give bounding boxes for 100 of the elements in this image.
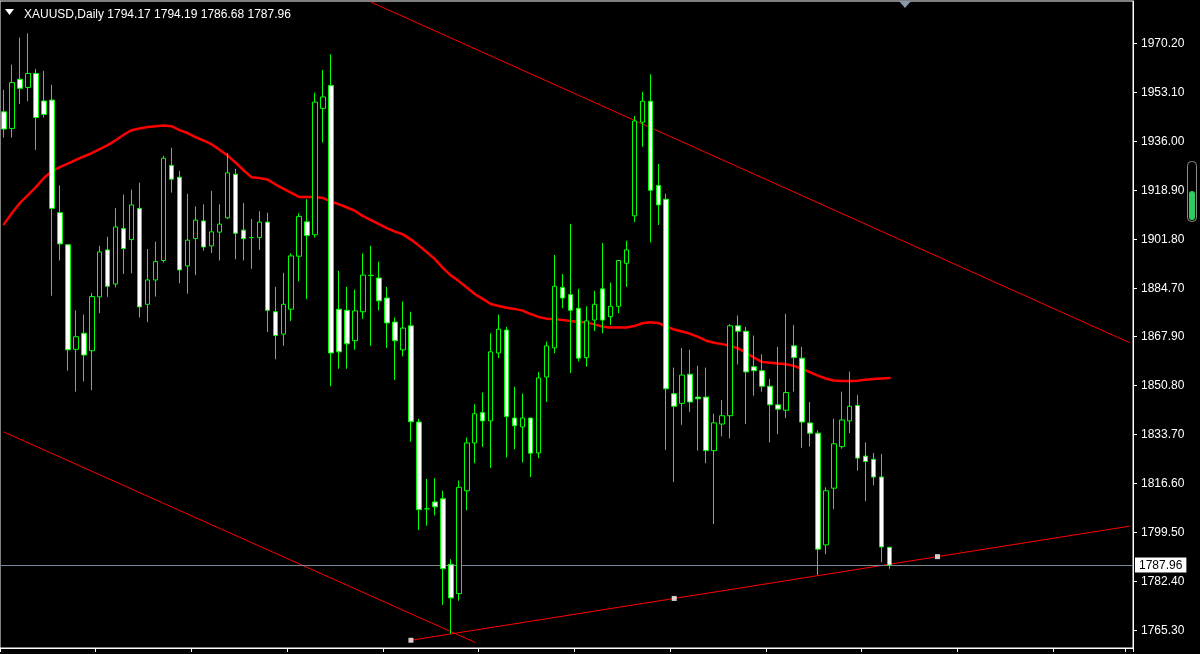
candlestick (432, 477, 438, 516)
candlestick (528, 417, 533, 478)
candlestick (392, 316, 398, 381)
candlestick (193, 205, 198, 276)
candlestick (456, 479, 462, 602)
candlestick (879, 453, 884, 563)
y-tick-label: 1884.70 (1141, 280, 1185, 295)
candlestick (129, 189, 134, 274)
candlestick (727, 323, 733, 439)
candlestick (695, 365, 701, 452)
candlestick (839, 391, 845, 450)
candlestick (169, 147, 174, 194)
candlestick (328, 53, 334, 387)
candlestick (703, 367, 709, 464)
ref-line-label: 1787.96 (1139, 558, 1183, 573)
candlestick (296, 212, 302, 282)
line-series (2, 124, 891, 383)
candlestick (97, 245, 102, 314)
y-tick-label: 1833.70 (1141, 427, 1185, 442)
candlestick (592, 290, 597, 332)
y-tick-label: 1765.30 (1141, 622, 1185, 637)
candlestick (273, 286, 278, 360)
candlestick (416, 418, 422, 531)
candlestick (656, 163, 661, 226)
candlestick (288, 252, 294, 322)
candlestick (105, 236, 110, 298)
candlestick (863, 441, 868, 502)
candlestick (791, 324, 797, 393)
candlestick (249, 218, 254, 270)
y-tick-label: 1850.80 (1141, 378, 1185, 393)
candlestick (480, 392, 485, 448)
candlestick (536, 371, 541, 459)
candlestick (775, 346, 781, 435)
candlestick (121, 194, 126, 275)
candlestick (624, 240, 629, 288)
candlestick (871, 452, 876, 486)
candlestick (687, 349, 693, 413)
text: XAUUSD,Daily 1794.17 1794.19 1786.68 1787.96 (24, 7, 292, 21)
candlestick (201, 203, 206, 252)
candlestick (241, 202, 246, 261)
candlestick (616, 259, 621, 314)
candlestick (887, 546, 892, 570)
candlestick (49, 84, 55, 297)
candlestick (344, 286, 350, 370)
candlestick (73, 309, 79, 393)
candlestick (767, 378, 773, 443)
candlestick (576, 288, 581, 363)
y-tick-label: 1782.40 (1141, 573, 1185, 588)
candlestick (472, 403, 477, 464)
candlestick (384, 286, 390, 349)
point (671, 595, 677, 601)
candlestick (600, 242, 605, 334)
candlestick (360, 252, 366, 320)
candlestick (225, 152, 230, 220)
candlestick (560, 273, 565, 309)
candlestick (336, 270, 342, 370)
candlestick (552, 254, 557, 354)
candlestick (17, 37, 23, 105)
candlestick (759, 353, 765, 393)
candlestick (855, 394, 860, 472)
candlestick (815, 429, 821, 576)
candlestick (648, 73, 653, 243)
candlestick (304, 198, 310, 300)
y-tick-label: 1816.60 (1141, 476, 1185, 491)
candlestick (504, 326, 509, 459)
candlestick (679, 347, 685, 426)
y-tick-label: 1901.80 (1141, 232, 1185, 247)
candlestick (823, 486, 829, 555)
point (408, 637, 414, 643)
candlestick (9, 64, 15, 139)
candlestick (751, 335, 757, 397)
candlestick (209, 190, 214, 254)
candlestick (89, 292, 95, 391)
candlestick (807, 401, 813, 448)
candlestick (113, 207, 118, 288)
candlestick (41, 70, 47, 119)
point (935, 554, 941, 560)
candlestick (711, 413, 717, 525)
candlestick (608, 282, 613, 326)
candlestick (464, 436, 470, 511)
candlestick (137, 182, 142, 318)
candlestick (671, 367, 677, 483)
candlestick (257, 210, 262, 251)
candlestick (719, 399, 725, 437)
candlestick (320, 69, 326, 143)
y-tick-label: 1953.10 (1141, 85, 1185, 100)
candlestick (265, 212, 270, 333)
y-tick-label: 1867.90 (1141, 329, 1185, 344)
candlestick (65, 244, 71, 372)
candlestick (496, 314, 501, 359)
candlestick (25, 32, 31, 102)
candlestick (312, 92, 318, 239)
candlestick (400, 300, 406, 357)
y-tick-label: 1799.50 (1141, 525, 1185, 539)
candlestick (512, 386, 517, 450)
candlestick (735, 314, 741, 365)
candlestick (57, 184, 63, 261)
candlestick (153, 241, 158, 298)
candlestick (233, 168, 238, 260)
candlestick (632, 115, 637, 223)
